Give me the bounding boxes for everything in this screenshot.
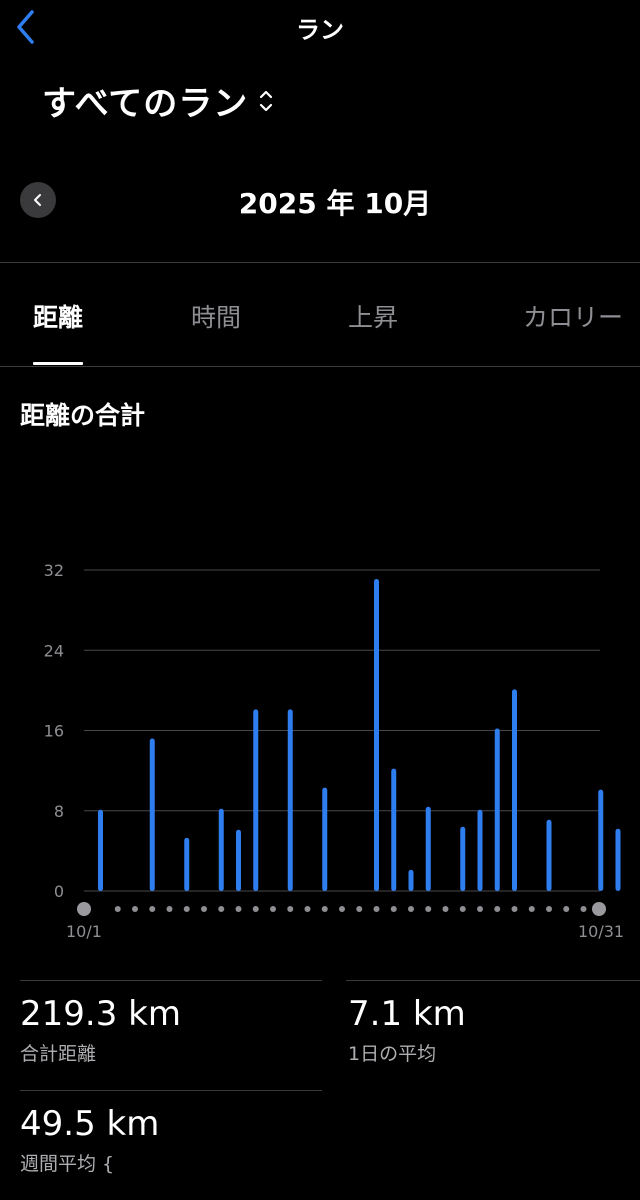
day-dot xyxy=(218,906,225,912)
bar-10/14 xyxy=(322,787,328,891)
day-marker-end xyxy=(592,902,606,916)
total-distance-label: 合計距離 xyxy=(20,1043,97,1065)
day-dot xyxy=(511,906,518,912)
day-dot xyxy=(459,906,466,912)
tab-elevation[interactable]: 上昇 xyxy=(348,303,399,332)
bar-10/27 xyxy=(546,819,552,891)
day-dot xyxy=(166,906,173,912)
previous-month-button[interactable] xyxy=(20,182,56,218)
day-marker-end xyxy=(77,902,91,916)
weekly-average-value: 49.5 km xyxy=(20,1104,160,1144)
day-dot xyxy=(339,906,345,912)
chevron-left-icon xyxy=(34,194,41,206)
total-distance-value: 219.3 km xyxy=(20,994,181,1034)
bar-10/31 xyxy=(615,828,621,891)
section-title: 距離の合計 xyxy=(20,401,146,430)
y-tick-label: 0 xyxy=(54,882,64,901)
bar-10/18 xyxy=(391,768,397,891)
day-dot xyxy=(304,906,311,912)
day-dot xyxy=(425,906,432,912)
day-dot xyxy=(477,906,483,912)
day-dot xyxy=(373,906,380,912)
bar-10/23 xyxy=(477,809,483,891)
divider xyxy=(20,980,322,981)
day-dot xyxy=(114,906,121,912)
bar-10/19 xyxy=(408,869,414,891)
filter-label: すべてのラン xyxy=(42,84,249,124)
nav-title: ラン xyxy=(296,16,344,44)
day-dot xyxy=(321,906,328,912)
bar-10/20 xyxy=(425,806,431,891)
run-filter-selector[interactable]: すべてのラン xyxy=(42,76,274,125)
day-dot xyxy=(442,906,449,912)
divider xyxy=(0,366,640,367)
day-dot xyxy=(494,906,501,912)
chevron-up-down-icon xyxy=(260,90,273,111)
back-button[interactable] xyxy=(14,8,38,48)
day-dot xyxy=(563,906,570,912)
bar-10/30 xyxy=(598,789,604,891)
day-dot xyxy=(252,906,259,912)
day-dot xyxy=(580,906,587,912)
divider xyxy=(0,262,640,263)
divider xyxy=(20,1090,322,1091)
distance-bar-chart: 32 24 16 8 0 10/1 10/31 xyxy=(44,561,624,941)
bar-10/10 xyxy=(253,709,259,891)
month-label: 2025 年 10月 xyxy=(238,187,432,220)
bar-10/6 xyxy=(184,837,190,891)
bar-10/12 xyxy=(287,709,293,891)
bar-10/17 xyxy=(374,579,379,891)
bar-10/1 xyxy=(98,809,103,891)
day-dot xyxy=(546,906,552,912)
y-tick-label: 24 xyxy=(44,641,64,660)
tab-time[interactable]: 時間 xyxy=(191,303,242,332)
tab-distance[interactable]: 距離 xyxy=(33,303,84,332)
day-dot xyxy=(390,906,397,912)
day-dot xyxy=(356,906,363,912)
bar-10/24 xyxy=(494,728,500,891)
day-dot xyxy=(408,906,414,912)
daily-average-label: 1日の平均 xyxy=(348,1043,437,1065)
bar-10/8 xyxy=(218,808,224,891)
divider xyxy=(346,980,640,981)
y-tick-label: 32 xyxy=(44,561,64,580)
weekly-average-label: 週間平均 { xyxy=(20,1153,115,1175)
x-tick-label: 10/31 xyxy=(578,922,624,941)
day-dot xyxy=(201,906,207,912)
bar-10/4 xyxy=(149,738,155,891)
tab-calories[interactable]: カロリー xyxy=(523,303,624,332)
day-dot xyxy=(149,906,156,912)
day-dot xyxy=(235,906,242,912)
day-dot xyxy=(183,906,190,912)
day-dot xyxy=(270,906,276,912)
bar-10/22 xyxy=(460,826,466,891)
day-dot xyxy=(287,906,294,912)
chevron-left-icon xyxy=(17,10,34,44)
day-dot xyxy=(132,906,138,912)
day-dot xyxy=(528,906,535,912)
y-tick-label: 16 xyxy=(44,722,64,741)
bar-10/9 xyxy=(236,829,241,891)
active-tab-indicator xyxy=(33,362,83,365)
bar-10/25 xyxy=(512,689,517,891)
x-tick-label: 10/1 xyxy=(66,922,102,941)
y-tick-label: 8 xyxy=(54,802,64,821)
daily-average-value: 7.1 km xyxy=(348,994,466,1034)
